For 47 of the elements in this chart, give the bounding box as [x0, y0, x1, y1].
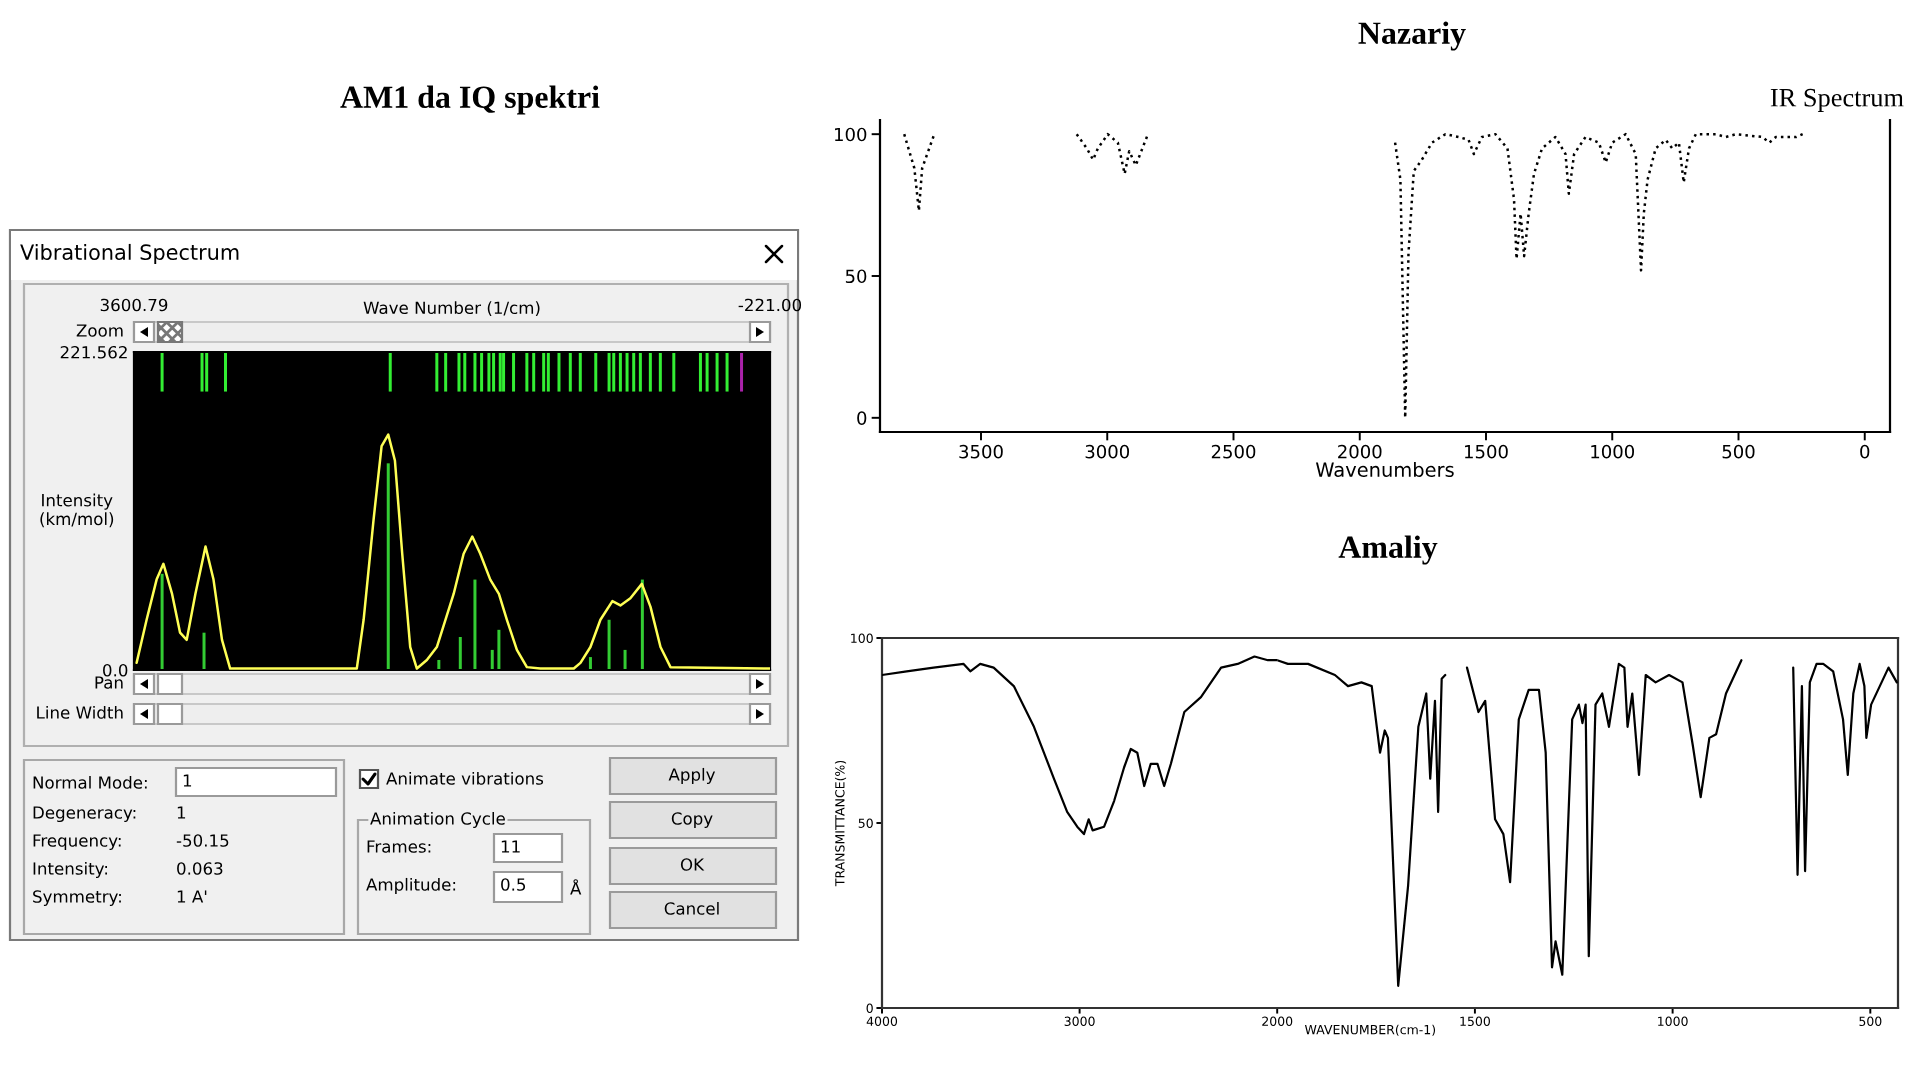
x-tick-label: 3000: [1085, 444, 1130, 459]
text: Line Width: [37, 705, 123, 719]
text: Cancel: [664, 901, 719, 915]
x-tick-label: 1000: [1591, 444, 1635, 459]
text: Frames:: [367, 840, 431, 853]
text: Copy: [671, 812, 713, 829]
text: 11: [501, 840, 520, 853]
y-tick-label: 0: [857, 411, 867, 425]
text: Apply: [668, 767, 716, 785]
text: Normal Mode:: [33, 775, 147, 789]
text: Animation Cycle: [370, 811, 505, 829]
text: Å: [570, 879, 582, 895]
text: Zoom: [76, 324, 123, 337]
text: -50.15: [176, 834, 229, 847]
text: Symmetry:: [33, 890, 121, 907]
y-tick-label: 50: [845, 269, 867, 284]
y-tick-label: 221.562: [60, 345, 127, 359]
x-tick-label: 3600.79: [100, 298, 168, 312]
x-axis-title: Wave Number (1/cm): [363, 301, 540, 317]
chart-subtitle: Vibrational Spectrum: [20, 243, 239, 265]
x-tick-label: 0: [1860, 444, 1870, 459]
text: 1 A': [177, 890, 207, 903]
x-tick-label: 2500: [1211, 444, 1256, 459]
y-tick-label: 0.0: [103, 663, 128, 677]
text: Pan: [95, 676, 123, 689]
chart-title: Amaliy: [1338, 535, 1438, 565]
x-axis-title: Wavenumbers: [1315, 461, 1454, 478]
x-tick-label: 2000: [1338, 444, 1382, 459]
text: OK: [680, 858, 705, 871]
chart-subtitle: IR Spectrum: [1770, 88, 1904, 112]
y-tick-label: 100: [835, 127, 867, 142]
text: Amplitude:: [366, 877, 456, 895]
text: Animate vibrations: [386, 771, 544, 785]
x-tick-label: -221.00: [738, 298, 802, 312]
text: 1: [183, 774, 192, 787]
text: Degeneracy:: [33, 806, 136, 823]
text: 1: [177, 806, 186, 819]
text: 0.063: [177, 862, 223, 875]
x-tick-label: 1500: [1465, 444, 1508, 459]
x-tick-label: 3500: [959, 444, 1003, 459]
y-axis-title: Intensity (km/mol): [40, 493, 114, 528]
text: Frequency:: [33, 834, 121, 851]
text: 0.5: [501, 878, 526, 891]
chart-title: AM1 da IQ spektri: [340, 85, 600, 115]
text: Intensity:: [33, 861, 107, 879]
x-tick-label: 500: [1722, 444, 1755, 459]
chart-title: Nazariy: [1358, 21, 1466, 51]
